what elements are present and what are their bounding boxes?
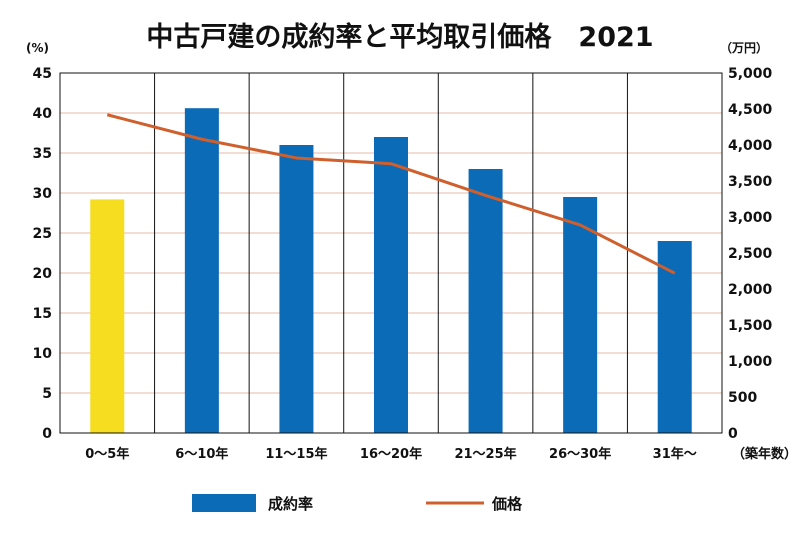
right-tick-label: 0	[728, 426, 738, 442]
right-axis-unit: （万円）	[720, 40, 768, 55]
right-tick-label: 4,000	[728, 138, 773, 154]
left-tick-label: 45	[33, 66, 52, 82]
line-series	[106, 113, 676, 275]
left-axis-unit: (%)	[26, 41, 49, 55]
left-tick-label: 25	[33, 226, 52, 242]
x-axis-unit: （築年数）	[732, 446, 797, 462]
left-axis-ticks: 0 5 10 15 20 25 30 35 40 45	[33, 66, 53, 442]
left-tick-label: 35	[33, 146, 52, 162]
right-axis-ticks: 0 500 1,000 1,500 2,000 2,500 3,000 3,500 4,000 4…	[728, 66, 773, 442]
category-label: 21～25年	[454, 446, 516, 462]
category-label: 26～30年	[549, 446, 611, 462]
chart-title: 中古戸建の成約率と平均取引価格 2021	[146, 21, 653, 53]
left-tick-label: 10	[33, 346, 53, 362]
right-tick-label: 1,000	[728, 354, 773, 370]
legend: 成約率 価格	[192, 494, 523, 513]
bar-5	[468, 169, 503, 433]
category-label: 16～20年	[360, 446, 422, 462]
category-label: 31年～	[653, 446, 697, 462]
right-tick-label: 2,500	[728, 246, 773, 262]
category-label: 0～5年	[85, 446, 129, 462]
right-tick-label: 4,500	[728, 102, 773, 118]
bar-series	[90, 108, 692, 433]
bar-3	[279, 145, 314, 433]
legend-bar-label: 成約率	[268, 495, 313, 513]
left-tick-label: 0	[42, 426, 52, 442]
right-tick-label: 2,000	[728, 282, 773, 298]
category-dividers	[154, 73, 628, 433]
left-tick-label: 30	[33, 186, 53, 202]
right-tick-label: 500	[728, 390, 757, 406]
right-tick-label: 3,000	[728, 210, 773, 226]
bar-6	[563, 197, 598, 433]
left-tick-label: 40	[33, 106, 53, 122]
legend-bar-swatch	[192, 494, 256, 512]
price-line	[106, 113, 676, 275]
left-tick-label: 5	[42, 386, 52, 402]
right-tick-label: 5,000	[728, 66, 773, 82]
bar-7	[657, 241, 692, 433]
right-tick-label: 1,500	[728, 318, 773, 334]
bar-2	[184, 108, 219, 433]
category-labels: 0～5年 6～10年 11～15年 16～20年 21～25年 26～30年 31年～	[85, 446, 697, 462]
category-label: 6～10年	[175, 446, 228, 462]
right-tick-label: 3,500	[728, 174, 773, 190]
left-tick-label: 15	[33, 306, 52, 322]
legend-line-label: 価格	[491, 495, 523, 513]
left-tick-label: 20	[33, 266, 53, 282]
category-label: 11～15年	[265, 446, 327, 462]
plot-frame	[59, 72, 723, 434]
bar-4	[374, 137, 408, 433]
bar-1	[90, 199, 125, 433]
